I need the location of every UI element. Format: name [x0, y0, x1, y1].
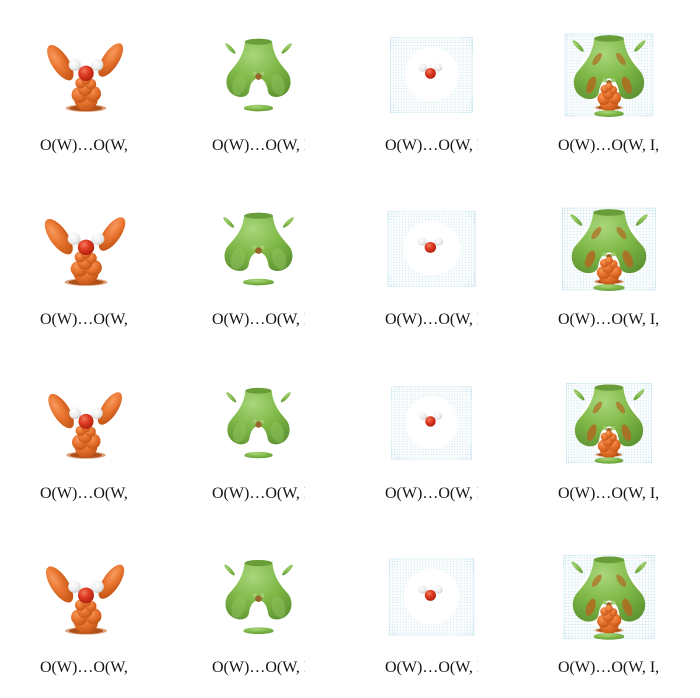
figure-panel: O(W)…O(W, II) [212, 16, 305, 158]
combined-isosurface [560, 372, 659, 476]
panel-caption: O(W)…O(W, I, II and III) [558, 137, 660, 154]
green-isosurface [223, 560, 294, 634]
mesh-isosurface-image [385, 190, 478, 308]
figure-panel: O(W)…O(W, I) [40, 538, 132, 680]
panel-caption: O(W)…O(W, III) [385, 485, 478, 502]
orange-isosurface [41, 561, 129, 635]
panel-caption: O(W)…O(W, III) [385, 659, 478, 676]
figure-panel: O(W)…O(W, II) [212, 538, 305, 680]
green-isosurface-image [212, 16, 305, 134]
combined-isosurface [558, 22, 660, 129]
orange-isosurface-image [40, 538, 132, 657]
panel-caption: O(W)…O(W, III) [385, 137, 478, 154]
orange-isosurface-image [40, 190, 132, 308]
panel-caption: O(W)…O(W, II) [212, 311, 305, 328]
combined-isosurface-image [558, 16, 660, 134]
mesh-isosurface [386, 376, 476, 468]
panel-caption: O(W)…O(W, I) [40, 659, 132, 676]
panel-caption: O(W)…O(W, II) [212, 137, 305, 154]
mesh-isosurface [385, 548, 478, 645]
combined-isosurface [558, 196, 660, 303]
figure-panel: O(W)…O(W, II) [212, 364, 305, 506]
green-isosurface [225, 388, 292, 458]
panel-caption: O(W)…O(W, III) [385, 311, 478, 328]
figure-panel: O(W)…O(W, I, II and III) [558, 538, 660, 680]
panel-caption: O(W)…O(W, I, II and III) [558, 485, 660, 502]
combined-isosurface-image [558, 190, 660, 308]
panel-caption: O(W)…O(W, I, II and III) [558, 659, 660, 676]
figure-panel: O(W)…O(W, I) [40, 364, 132, 506]
green-isosurface-image [213, 366, 303, 480]
figure-panel: O(W)…O(W, I, II and III) [558, 364, 660, 506]
panel-caption: O(W)…O(W, II) [212, 485, 305, 502]
green-isosurface [222, 213, 295, 285]
orange-isosurface [43, 389, 126, 459]
green-isosurface [224, 39, 293, 111]
orange-isosurface-image [41, 366, 130, 480]
panel-caption: O(W)…O(W, I, II and III) [558, 311, 660, 328]
figure-panel: O(W)…O(W, I, II and III) [558, 190, 660, 332]
mesh-isosurface-image [385, 538, 478, 657]
combined-isosurface [558, 543, 660, 652]
mesh-isosurface-image [385, 16, 478, 134]
combined-isosurface-image [560, 366, 659, 480]
figure-panel: O(W)…O(W, I) [40, 190, 132, 332]
mesh-isosurface-image [386, 366, 476, 480]
panel-caption: O(W)…O(W, II) [212, 659, 305, 676]
figure-panel: O(W)…O(W, III) [385, 16, 478, 158]
mesh-isosurface [385, 201, 478, 296]
combined-isosurface-image [558, 538, 660, 657]
figure-panel: O(W)…O(W, I, II and III) [558, 16, 660, 158]
figure-panel: O(W)…O(W, III) [385, 364, 478, 506]
figure-panel: O(W)…O(W, I) [40, 16, 132, 158]
panel-caption: O(W)…O(W, I) [40, 137, 132, 154]
mesh-isosurface [385, 27, 478, 122]
orange-isosurface [42, 40, 128, 112]
green-isosurface-image [212, 538, 305, 657]
figure-panel: O(W)…O(W, III) [385, 190, 478, 332]
orange-isosurface-image [40, 16, 132, 134]
figure-panel: O(W)…O(W, II) [212, 190, 305, 332]
panel-caption: O(W)…O(W, I) [40, 485, 132, 502]
green-isosurface-image [212, 190, 305, 308]
orange-isosurface [40, 214, 130, 286]
panel-caption: O(W)…O(W, I) [40, 311, 132, 328]
figure-panel: O(W)…O(W, III) [385, 538, 478, 680]
